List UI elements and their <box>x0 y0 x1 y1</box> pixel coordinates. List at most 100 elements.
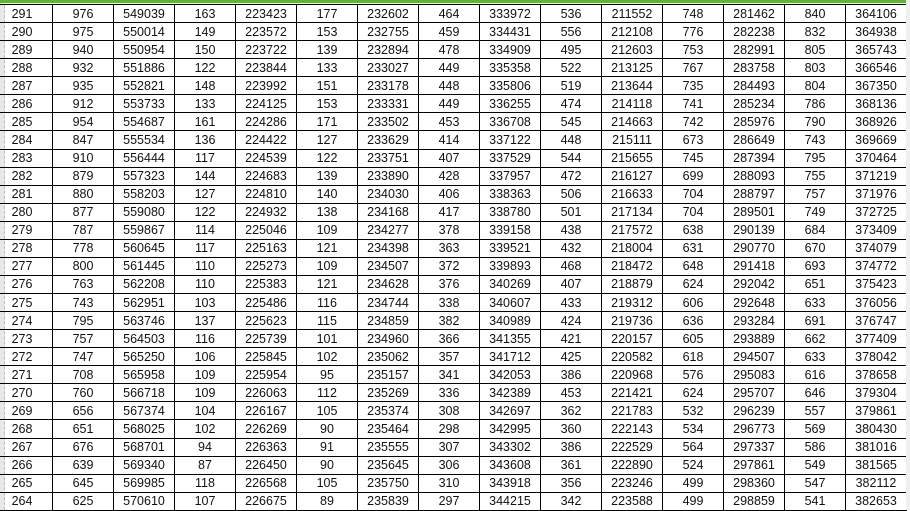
table-cell[interactable]: 290 <box>0 22 53 42</box>
table-cell[interactable]: 704 <box>662 184 724 204</box>
table-cell[interactable]: 223722 <box>235 40 297 60</box>
table-cell[interactable]: 558203 <box>113 184 175 204</box>
table-cell[interactable]: 367350 <box>845 76 907 96</box>
table-cell[interactable]: 292042 <box>723 274 785 295</box>
table-cell[interactable]: 127 <box>296 130 358 150</box>
table-cell[interactable]: 735 <box>662 76 724 96</box>
table-cell[interactable]: 225163 <box>235 238 297 258</box>
table-cell[interactable]: 606 <box>662 292 724 313</box>
table-cell[interactable]: 795 <box>784 148 846 168</box>
table-cell[interactable]: 121 <box>296 238 358 258</box>
table-cell[interactable]: 361 <box>540 455 602 475</box>
table-cell[interactable]: 368926 <box>845 112 907 132</box>
table-cell[interactable]: 232755 <box>357 22 419 42</box>
table-cell[interactable]: 235374 <box>357 401 419 421</box>
table-cell[interactable]: 219312 <box>601 292 663 313</box>
table-cell[interactable]: 282 <box>0 166 53 186</box>
table-cell[interactable]: 109 <box>296 220 358 240</box>
table-cell[interactable]: 499 <box>662 491 724 511</box>
table-cell[interactable]: 223844 <box>235 58 297 78</box>
table-cell[interactable]: 386 <box>540 365 602 385</box>
table-cell[interactable]: 605 <box>662 329 724 349</box>
table-cell[interactable]: 932 <box>52 58 114 78</box>
table-cell[interactable]: 519 <box>540 76 602 96</box>
table-cell[interactable]: 265 <box>0 473 53 493</box>
table-cell[interactable]: 448 <box>418 76 480 96</box>
table-cell[interactable]: 218472 <box>601 256 663 276</box>
table-cell[interactable]: 586 <box>784 437 846 457</box>
table-cell[interactable]: 372 <box>418 256 480 276</box>
table-cell[interactable]: 211552 <box>601 3 663 24</box>
table-cell[interactable]: 297861 <box>723 455 785 475</box>
table-cell[interactable]: 224125 <box>235 94 297 114</box>
table-cell[interactable]: 102 <box>296 347 358 367</box>
table-cell[interactable]: 448 <box>540 130 602 150</box>
table-cell[interactable]: 832 <box>784 22 846 42</box>
table-cell[interactable]: 561445 <box>113 256 175 276</box>
table-cell[interactable]: 290770 <box>723 238 785 258</box>
table-cell[interactable]: 545 <box>540 112 602 132</box>
table-cell[interactable]: 224932 <box>235 202 297 222</box>
table-cell[interactable]: 233178 <box>357 76 419 96</box>
table-cell[interactable]: 478 <box>418 40 480 60</box>
table-cell[interactable]: 337957 <box>479 166 541 186</box>
table-cell[interactable]: 268 <box>0 419 53 439</box>
table-cell[interactable]: 116 <box>296 292 358 313</box>
table-cell[interactable]: 536 <box>540 3 602 24</box>
table-cell[interactable]: 556 <box>540 22 602 42</box>
table-cell[interactable]: 280 <box>0 202 53 222</box>
table-cell[interactable]: 651 <box>52 419 114 439</box>
table-cell[interactable]: 233027 <box>357 58 419 78</box>
table-cell[interactable]: 743 <box>52 292 114 313</box>
table-cell[interactable]: 161 <box>174 112 236 132</box>
table-cell[interactable]: 287 <box>0 76 53 96</box>
table-cell[interactable]: 364106 <box>845 3 907 24</box>
table-cell[interactable]: 501 <box>540 202 602 222</box>
table-cell[interactable]: 371219 <box>845 166 907 186</box>
table-cell[interactable]: 803 <box>784 58 846 78</box>
table-cell[interactable]: 555534 <box>113 130 175 150</box>
table-cell[interactable]: 226269 <box>235 419 297 439</box>
table-cell[interactable]: 755 <box>784 166 846 186</box>
table-cell[interactable]: 847 <box>52 130 114 150</box>
table-cell[interactable]: 633 <box>784 292 846 313</box>
table-cell[interactable]: 691 <box>784 311 846 331</box>
table-cell[interactable]: 375423 <box>845 274 907 295</box>
table-cell[interactable]: 648 <box>662 256 724 276</box>
table-cell[interactable]: 954 <box>52 112 114 132</box>
table-cell[interactable]: 381016 <box>845 437 907 457</box>
table-cell[interactable]: 428 <box>418 166 480 186</box>
table-cell[interactable]: 274 <box>0 311 53 331</box>
table-cell[interactable]: 879 <box>52 166 114 186</box>
table-cell[interactable]: 224286 <box>235 112 297 132</box>
table-cell[interactable]: 295083 <box>723 365 785 385</box>
table-cell[interactable]: 103 <box>174 292 236 313</box>
table-cell[interactable]: 215655 <box>601 148 663 168</box>
table-cell[interactable]: 795 <box>52 311 114 331</box>
table-cell[interactable]: 217134 <box>601 202 663 222</box>
table-cell[interactable]: 468 <box>540 256 602 276</box>
table-cell[interactable]: 453 <box>418 112 480 132</box>
table-cell[interactable]: 559867 <box>113 220 175 240</box>
table-cell[interactable]: 552821 <box>113 76 175 96</box>
table-cell[interactable]: 105 <box>296 473 358 493</box>
table-cell[interactable]: 225739 <box>235 329 297 349</box>
table-cell[interactable]: 269 <box>0 401 53 421</box>
table-cell[interactable]: 306 <box>418 455 480 475</box>
table-cell[interactable]: 288093 <box>723 166 785 186</box>
table-cell[interactable]: 438 <box>540 220 602 240</box>
table-cell[interactable]: 342053 <box>479 365 541 385</box>
table-cell[interactable]: 522 <box>540 58 602 78</box>
table-cell[interactable]: 226568 <box>235 473 297 493</box>
table-cell[interactable]: 576 <box>662 365 724 385</box>
table-cell[interactable]: 499 <box>662 473 724 493</box>
table-cell[interactable]: 532 <box>662 401 724 421</box>
table-cell[interactable]: 281462 <box>723 3 785 24</box>
table-cell[interactable]: 291 <box>0 3 53 24</box>
table-cell[interactable]: 566718 <box>113 383 175 403</box>
table-cell[interactable]: 406 <box>418 184 480 204</box>
table-cell[interactable]: 273 <box>0 329 53 349</box>
table-cell[interactable]: 618 <box>662 347 724 367</box>
table-cell[interactable]: 378 <box>418 220 480 240</box>
table-cell[interactable]: 776 <box>662 22 724 42</box>
